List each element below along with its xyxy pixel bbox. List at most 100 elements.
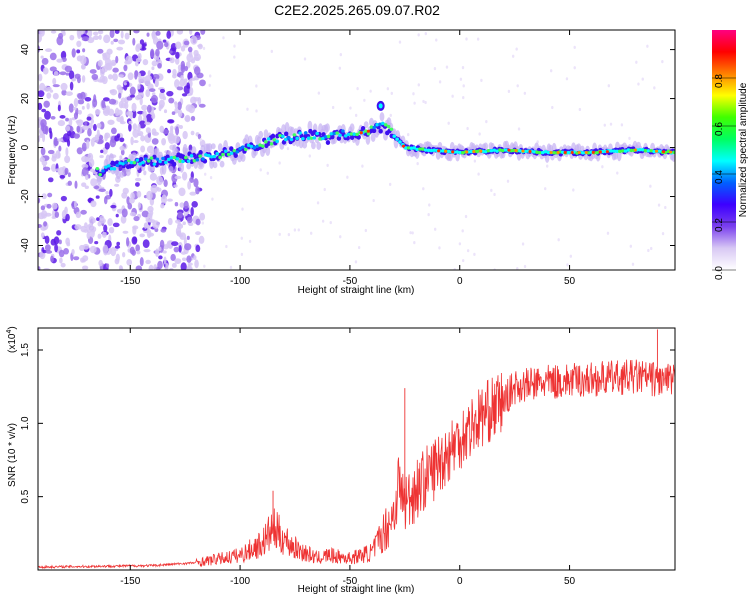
noise-dot: [82, 243, 90, 250]
noise-dot: [102, 97, 110, 102]
noise-dot: [176, 86, 184, 91]
noise-dot: [128, 123, 132, 132]
noise-dot: [461, 66, 465, 70]
ridge-core: [325, 140, 331, 145]
noise-dot: [111, 89, 115, 93]
ridge-peak: [206, 153, 211, 158]
noise-dot: [114, 245, 121, 249]
noise-dot: [661, 232, 665, 236]
noise-dot: [137, 202, 141, 209]
ridge-peak: [198, 154, 202, 158]
noise-dot: [89, 168, 95, 173]
noise-dot: [493, 192, 496, 197]
noise-dot: [50, 163, 57, 172]
noise-dot: [278, 161, 281, 165]
ridge-peak: [500, 148, 505, 153]
y-tick-label: 0: [20, 144, 31, 150]
ridge-peak: [381, 121, 385, 126]
ridge-peak: [335, 131, 339, 135]
noise-dot: [349, 106, 352, 110]
noise-dot: [93, 35, 100, 41]
noise-dot: [190, 96, 197, 105]
noise-dot: [140, 135, 146, 142]
noise-dot: [39, 30, 45, 37]
noise-dot: [248, 239, 252, 243]
ridge-halo: [219, 160, 225, 168]
noise-dot: [167, 217, 173, 226]
noise-dot: [647, 248, 650, 253]
noise-dot: [321, 219, 325, 223]
noise-dot: [131, 249, 136, 256]
noise-dot: [80, 209, 87, 215]
noise-dot: [147, 212, 153, 218]
noise-dot: [131, 102, 137, 112]
noise-dot: [104, 132, 111, 139]
noise-dot: [88, 216, 95, 225]
noise-dot: [158, 246, 162, 252]
noise-dot: [506, 179, 510, 183]
noise-dot: [176, 30, 184, 35]
noise-dot: [40, 232, 45, 238]
noise-dot: [620, 123, 624, 127]
noise-dot: [135, 244, 141, 252]
ridge-peak: [332, 131, 337, 136]
noise-dot: [86, 231, 91, 240]
noise-dot: [133, 30, 140, 34]
noise-dot: [609, 122, 613, 126]
ridge-peak: [383, 123, 388, 127]
ridge-max: [472, 150, 476, 154]
noise-dot: [46, 203, 52, 209]
ridge-peak: [649, 149, 654, 153]
noise-dot: [71, 249, 75, 256]
spectrogram-frame: [37, 29, 676, 271]
ridge-peak: [595, 151, 599, 155]
noise-dot: [45, 48, 53, 53]
noise-dot: [464, 214, 468, 219]
noise-dot: [120, 97, 127, 103]
noise-dot: [293, 228, 297, 232]
noise-dot: [158, 99, 165, 108]
noise-dot: [56, 230, 62, 236]
noise-dot: [46, 92, 52, 99]
noise-dot: [159, 125, 165, 133]
noise-dot: [157, 62, 162, 69]
noise-dot: [172, 68, 177, 76]
ridge-peak: [552, 151, 556, 155]
ridge-peak: [352, 132, 357, 136]
noise-dot: [433, 227, 437, 231]
noise-dot: [53, 236, 60, 245]
noise-dot: [69, 34, 75, 41]
ridge-peak: [461, 151, 465, 155]
noise-dot: [132, 123, 138, 131]
noise-dot: [195, 218, 201, 226]
ridge-peak: [343, 134, 348, 138]
noise-dot: [101, 99, 106, 109]
noise-dot: [98, 188, 106, 193]
ridge-peak: [432, 148, 437, 152]
noise-dot: [177, 211, 183, 219]
ridge-halo: [240, 153, 246, 162]
x-tick-label: -100: [230, 276, 250, 287]
noise-dot: [126, 237, 130, 247]
noise-dot: [56, 36, 64, 46]
noise-dot: [40, 147, 46, 156]
ridge-peak: [181, 159, 185, 164]
noise-dot: [148, 264, 154, 270]
noise-dot: [44, 244, 51, 252]
ridge-halo: [302, 141, 308, 149]
ridge-peak: [175, 157, 180, 161]
ridge-peak: [275, 139, 280, 144]
ridge-peak: [138, 162, 142, 166]
ridge-peak: [566, 150, 571, 155]
noise-dot: [78, 109, 82, 115]
noise-dot: [601, 165, 604, 169]
noise-dot: [88, 222, 94, 230]
noise-dot: [453, 267, 456, 270]
ridge-peak: [429, 148, 434, 153]
noise-dot: [183, 40, 190, 46]
noise-dot: [141, 210, 149, 218]
noise-dot: [326, 163, 329, 168]
noise-dot: [171, 262, 177, 268]
noise-dot: [67, 180, 73, 186]
ridge-peak: [281, 134, 285, 139]
